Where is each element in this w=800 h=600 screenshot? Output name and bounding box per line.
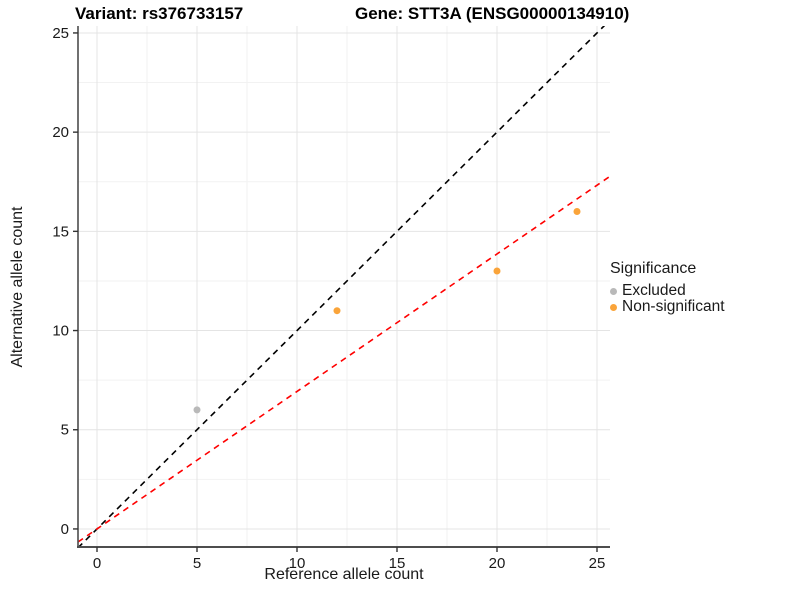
x-tick-label: 15 [389, 555, 406, 572]
y-tick-label: 0 [61, 521, 69, 538]
x-tick-label: 10 [289, 555, 306, 572]
identity-line [78, 26, 606, 547]
legend: Significance Excluded Non-significant [610, 260, 725, 315]
legend-item-non-significant: Non-significant [610, 299, 725, 315]
x-tick-label: 0 [93, 555, 101, 572]
y-axis-title: Alternative allele count [9, 206, 26, 368]
y-tick-label: 5 [61, 422, 69, 439]
data-point-excluded [193, 406, 201, 414]
x-tick-label: 20 [489, 555, 506, 572]
y-tick-label: 20 [52, 124, 69, 141]
x-axis-title: Reference allele count [264, 566, 424, 583]
legend-item-label: Non-significant [622, 298, 725, 315]
x-tick-label: 25 [589, 555, 606, 572]
x-tick-label: 5 [193, 555, 201, 572]
legend-item-label: Excluded [622, 282, 686, 299]
data-point-non-significant [573, 208, 581, 216]
fit-line [78, 175, 610, 543]
data-point-non-significant [493, 267, 501, 275]
excluded-dot-icon [610, 287, 617, 295]
legend-item-excluded: Excluded [610, 283, 725, 299]
data-point-non-significant [333, 307, 341, 315]
non-significant-dot-icon [610, 303, 617, 311]
y-tick-label: 10 [52, 323, 69, 340]
variant-title: Variant: rs376733157 [75, 4, 244, 23]
y-tick-label: 25 [52, 25, 69, 42]
y-tick-label: 15 [52, 223, 69, 240]
gene-title: Gene: STT3A (ENSG00000134910) [355, 4, 630, 23]
legend-title: Significance [610, 260, 697, 277]
